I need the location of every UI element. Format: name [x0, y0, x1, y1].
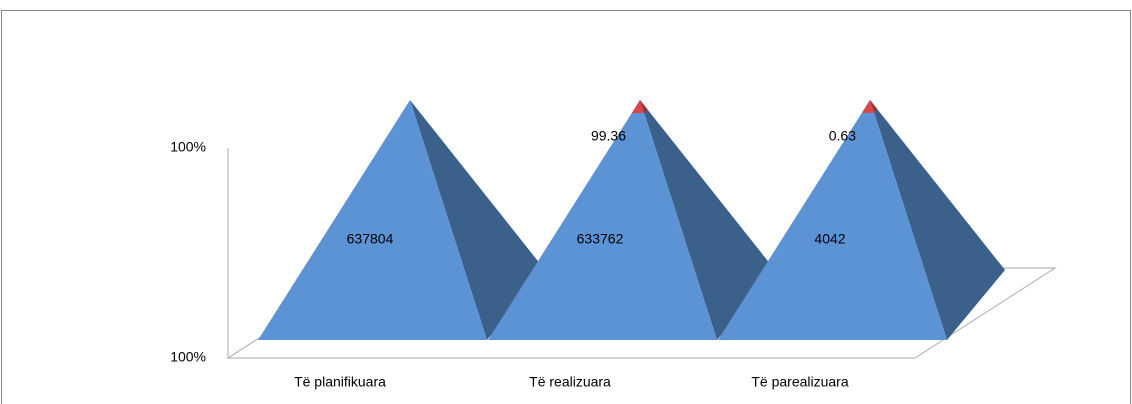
- data-label: 99.36: [591, 128, 626, 144]
- data-label: 633762: [577, 231, 624, 247]
- tip-front: [861, 100, 875, 113]
- pyramid-front: [488, 100, 717, 340]
- y-tick-label: 100%: [170, 349, 206, 365]
- x-tick-label: Të realizuara: [529, 374, 611, 390]
- x-tick-label: Të parealizuara: [751, 374, 848, 390]
- pyramid-side: [410, 100, 545, 340]
- tip-front: [631, 100, 645, 113]
- pyramid-front: [718, 100, 947, 340]
- tip-side: [870, 100, 878, 113]
- y-tick-label: 100%: [170, 139, 206, 155]
- x-tick-label: Të planifikuara: [294, 374, 386, 390]
- tip-side: [640, 100, 648, 113]
- data-label: 4042: [814, 231, 845, 247]
- data-label: 637804: [347, 231, 394, 247]
- pyramid-front: [258, 100, 487, 340]
- pyramid-side: [640, 100, 775, 340]
- pyramid-side: [870, 100, 1005, 340]
- data-label: 0.63: [829, 128, 856, 144]
